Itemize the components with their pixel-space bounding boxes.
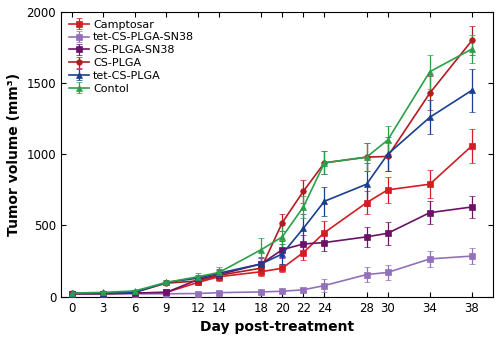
Legend: Camptosar, tet-CS-PLGA-SN38, CS-PLGA-SN38, CS-PLGA, tet-CS-PLGA, Contol: Camptosar, tet-CS-PLGA-SN38, CS-PLGA-SN3… — [66, 17, 196, 96]
X-axis label: Day post-treatment: Day post-treatment — [200, 320, 354, 334]
Y-axis label: Tumor volume (mm³): Tumor volume (mm³) — [7, 73, 21, 236]
